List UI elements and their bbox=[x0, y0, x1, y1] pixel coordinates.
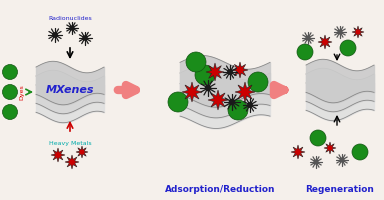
Polygon shape bbox=[352, 26, 364, 38]
Circle shape bbox=[338, 30, 342, 34]
Circle shape bbox=[297, 44, 313, 60]
Circle shape bbox=[229, 99, 235, 105]
Circle shape bbox=[340, 158, 344, 162]
Circle shape bbox=[3, 64, 18, 79]
Polygon shape bbox=[318, 35, 332, 49]
Circle shape bbox=[3, 104, 18, 119]
Circle shape bbox=[314, 160, 318, 164]
Text: Heavy Metals: Heavy Metals bbox=[49, 140, 91, 146]
Circle shape bbox=[70, 26, 74, 30]
Circle shape bbox=[340, 40, 356, 56]
Circle shape bbox=[53, 33, 57, 37]
Circle shape bbox=[3, 84, 18, 99]
Text: Adsorption/Reduction: Adsorption/Reduction bbox=[165, 186, 275, 194]
Circle shape bbox=[186, 52, 206, 72]
Circle shape bbox=[352, 144, 368, 160]
Text: Regeneration: Regeneration bbox=[306, 186, 374, 194]
Text: Radionuclides: Radionuclides bbox=[48, 16, 92, 21]
Polygon shape bbox=[65, 155, 79, 169]
Polygon shape bbox=[208, 90, 228, 110]
Polygon shape bbox=[51, 148, 65, 162]
Polygon shape bbox=[232, 62, 248, 78]
Polygon shape bbox=[206, 63, 224, 81]
Circle shape bbox=[205, 85, 210, 91]
Polygon shape bbox=[182, 82, 202, 102]
Circle shape bbox=[228, 70, 232, 74]
Circle shape bbox=[168, 92, 188, 112]
Circle shape bbox=[248, 72, 268, 92]
Polygon shape bbox=[291, 145, 305, 159]
Circle shape bbox=[306, 36, 310, 40]
Polygon shape bbox=[76, 146, 88, 158]
Circle shape bbox=[248, 103, 252, 107]
Text: MXenes: MXenes bbox=[46, 85, 94, 95]
Circle shape bbox=[310, 130, 326, 146]
Circle shape bbox=[228, 100, 248, 120]
Polygon shape bbox=[235, 82, 255, 102]
Text: Dyes: Dyes bbox=[20, 84, 25, 100]
Circle shape bbox=[195, 65, 215, 85]
Circle shape bbox=[83, 36, 87, 40]
Polygon shape bbox=[324, 142, 336, 154]
